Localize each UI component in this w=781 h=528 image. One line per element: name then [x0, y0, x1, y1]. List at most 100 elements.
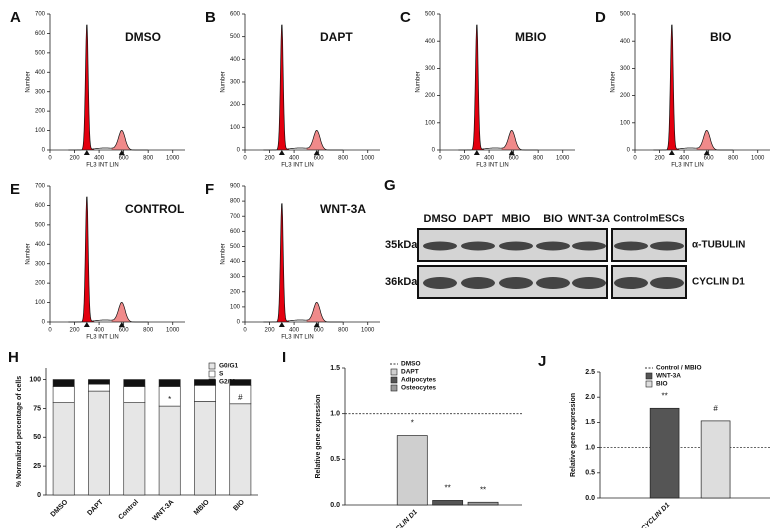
x-tick-label: 1000: [361, 328, 375, 334]
x-tick-label: 1000: [166, 328, 180, 334]
y-tick-label: 500: [230, 34, 241, 40]
sample-label: WNT-3A: [320, 202, 366, 216]
bar-segment: [52, 402, 75, 496]
x-tick-label: WNT-3A: [151, 499, 175, 523]
legend-swatch: [208, 362, 216, 370]
bar: [649, 407, 680, 499]
bar-segment: [194, 401, 216, 496]
bar: [396, 435, 428, 506]
sample-label: MBIO: [515, 30, 546, 44]
y-tick-label: 200: [620, 93, 631, 99]
y-tick-label: 100: [425, 120, 436, 126]
x-tick-label: Control: [118, 499, 141, 522]
peak-marker: [118, 322, 125, 327]
x-tick-label: 1000: [361, 156, 375, 162]
annotation: *: [168, 395, 171, 404]
y-tick-label: 700: [35, 12, 46, 18]
g2-peak: [306, 130, 329, 150]
x-tick-label: DMSO: [50, 498, 70, 518]
histogram-outline: [263, 203, 343, 323]
band: [572, 277, 606, 289]
panel-letter: D: [595, 9, 606, 26]
x-tick-label: 200: [70, 156, 81, 162]
y-tick-label: 75: [33, 405, 41, 412]
x-axis-label: FL3 INT LIN: [86, 335, 119, 341]
protein-label: CYCLIN D1: [692, 277, 745, 288]
x-tick-label: 400: [484, 156, 495, 162]
legend-label: S: [219, 371, 224, 378]
y-axis-label: % Normalized percentage of cells: [16, 376, 23, 487]
g1-peak: [274, 25, 289, 150]
band: [423, 241, 457, 251]
y-tick-label: 400: [620, 39, 631, 45]
size-label: 36kDa: [385, 276, 418, 288]
legend-swatch: [390, 376, 398, 384]
annotation: **: [445, 484, 451, 493]
bar-segment: [123, 402, 146, 496]
x-tick-label: 600: [509, 156, 520, 162]
band: [650, 277, 684, 289]
x-tick-label: 1000: [556, 156, 570, 162]
legend-label: WNT-3A: [656, 373, 681, 380]
x-tick-label: CYCLIN D1: [388, 509, 419, 528]
y-tick-label: 0: [627, 148, 631, 154]
y-tick-label: 300: [620, 66, 631, 72]
peak-marker: [118, 150, 125, 155]
panel-letter: B: [205, 9, 216, 26]
band: [536, 241, 570, 251]
x-tick-label: 800: [143, 156, 154, 162]
x-tick-label: DAPT: [86, 498, 105, 517]
x-axis-label: FL3 INT LIN: [281, 335, 314, 341]
y-tick-label: 0: [432, 148, 436, 154]
y-axis-label: Number: [221, 243, 227, 264]
x-tick-label: 600: [314, 156, 325, 162]
legend-label: Adipocytes: [401, 377, 436, 384]
x-tick-label: 200: [70, 328, 81, 334]
x-tick-label: 0: [243, 328, 247, 334]
x-tick-label: 800: [338, 156, 349, 162]
bar: [467, 501, 499, 506]
band: [536, 277, 570, 289]
panel-letter: G: [384, 177, 396, 194]
x-tick-label: 0: [243, 156, 247, 162]
x-tick-label: 200: [265, 328, 276, 334]
peak-marker: [313, 150, 320, 155]
y-tick-label: 400: [35, 70, 46, 76]
lane-label: BIO: [543, 213, 563, 225]
y-tick-label: 600: [230, 229, 241, 235]
peak-marker: [83, 322, 90, 327]
sample-label: DMSO: [125, 30, 161, 44]
size-label: 35kDa: [385, 239, 418, 251]
y-tick-label: 0.0: [585, 495, 595, 502]
annotation: *: [411, 419, 414, 428]
legend-swatch: [208, 370, 216, 378]
x-tick-label: 1000: [166, 156, 180, 162]
g2-peak: [111, 302, 134, 322]
g1-peak: [664, 25, 679, 150]
panel-letter: J: [538, 353, 546, 370]
y-tick-label: 0.0: [330, 502, 340, 509]
y-tick-label: 500: [620, 12, 631, 18]
y-tick-label: 300: [230, 274, 241, 280]
lane-label: MBIO: [502, 213, 531, 225]
y-tick-label: 1.0: [585, 444, 595, 451]
x-axis-label: FL3 INT LIN: [86, 163, 119, 169]
y-tick-label: 400: [35, 242, 46, 248]
y-tick-label: 400: [425, 39, 436, 45]
band: [461, 241, 495, 251]
bar-segment: [158, 405, 181, 496]
annotation: #: [238, 393, 243, 402]
y-tick-label: 300: [35, 261, 46, 267]
bar: [700, 420, 731, 499]
x-tick-label: 600: [119, 328, 130, 334]
y-tick-label: 200: [230, 102, 241, 108]
y-tick-label: 400: [230, 57, 241, 63]
bar-segment: [229, 379, 252, 386]
axis: [439, 14, 575, 151]
lane-label: mESCs: [649, 214, 684, 225]
axis: [45, 368, 258, 496]
bar-segment: [88, 379, 110, 385]
x-tick-label: 200: [655, 156, 666, 162]
y-axis-label: Number: [26, 71, 32, 92]
